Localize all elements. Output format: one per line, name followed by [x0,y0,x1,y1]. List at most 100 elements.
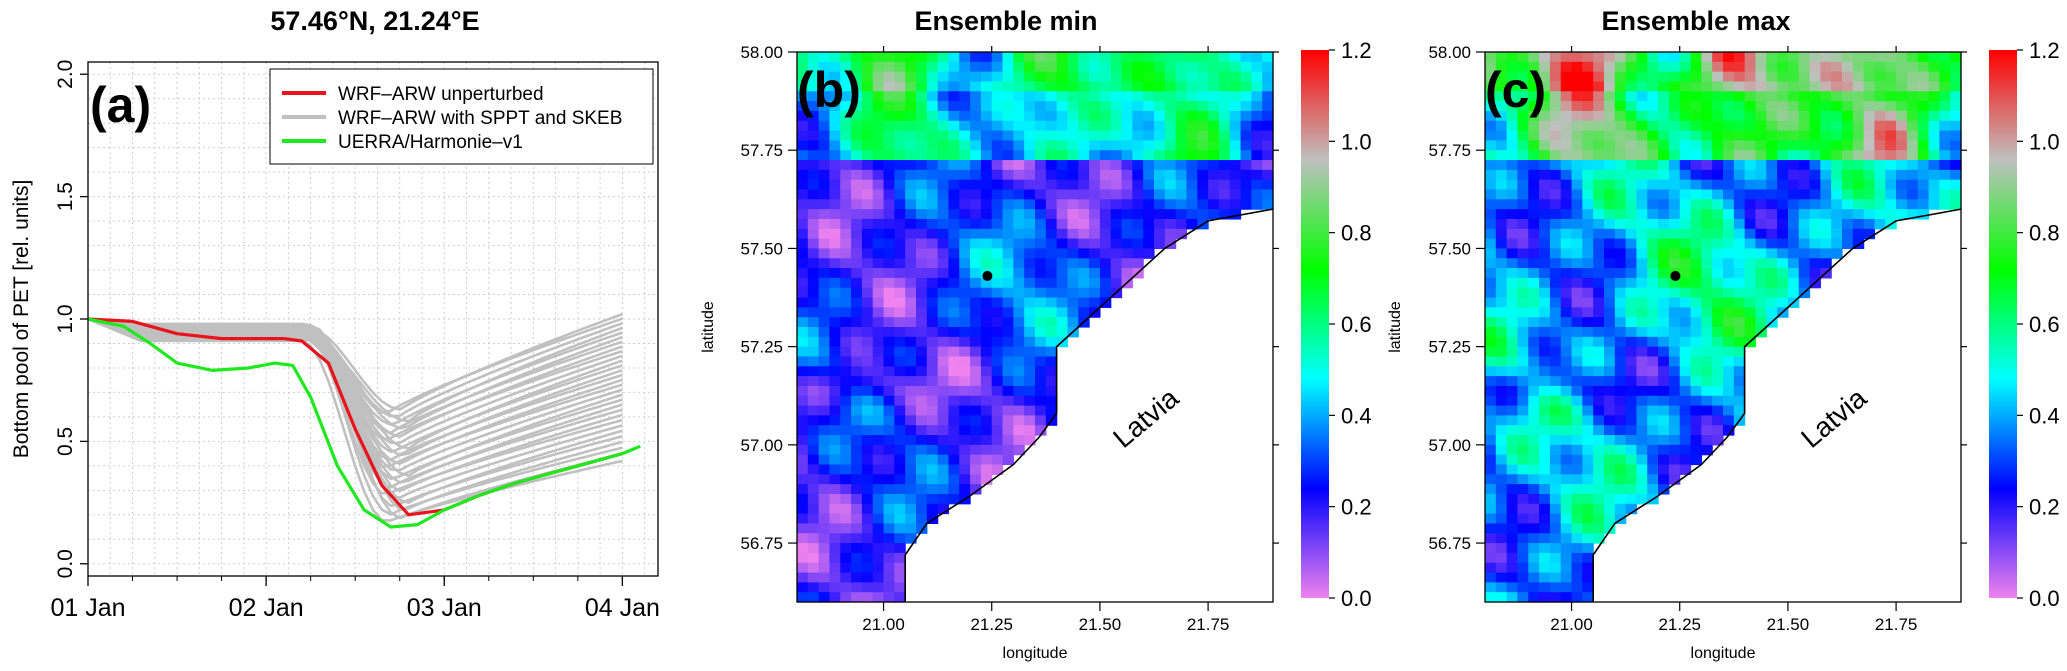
map-cell [1755,189,1767,200]
map-cell [1625,218,1638,230]
map-cell [980,110,993,122]
map-cell [980,287,993,299]
map-cell [970,91,982,102]
map-cell [1842,209,1854,220]
map-cell [1690,327,1702,338]
map-cell [1571,572,1583,583]
map-cell [1679,199,1692,210]
map-cell [991,130,1004,141]
map-cell [1885,71,1897,83]
map-cell [1208,71,1220,83]
map-cell [1604,317,1616,328]
map-cell [1110,209,1123,220]
map-cell [916,130,928,141]
map-cell [1035,415,1047,426]
map-cell [1229,189,1242,200]
map-cell [1571,346,1583,358]
map-cell [829,160,841,171]
map-cell [1164,110,1177,122]
map-cell [1002,435,1014,446]
map-cell [1571,268,1583,279]
map-cell [1679,415,1692,426]
map-cell [991,464,1004,475]
map-cell [1013,336,1025,348]
map-cell [905,317,917,328]
map-cell [1517,81,1529,92]
map-cell [959,140,971,151]
map-cell [807,395,820,407]
y-tick-label: 0.0 [54,549,77,578]
map-cell [1251,71,1263,83]
map-cell [905,140,917,151]
map-cell [1906,81,1919,92]
map-cell [818,552,831,564]
map-cell [1549,277,1562,289]
map-cell [1560,150,1573,161]
map-cell [959,474,971,485]
map-cell [1809,120,1821,132]
map-cell [840,385,852,397]
map-cell [1614,228,1627,240]
map-cell [1560,199,1573,210]
map-cell [1679,179,1692,191]
map-cell [1679,218,1692,230]
map-cell [872,366,885,377]
map-cell [948,277,960,289]
map-cell [1485,366,1497,377]
map-cell [840,61,852,73]
map-cell [1164,150,1177,161]
map-cell [1690,130,1702,141]
map-cell [1154,189,1166,200]
map-cell [1571,523,1583,534]
map-cell [1560,552,1573,564]
map-cell [1723,71,1735,83]
map-cell [797,484,809,495]
map-cell [1625,425,1638,436]
map-cell [1906,91,1919,102]
map-cell [807,317,820,328]
map-cell [1604,189,1616,200]
map-cell [1002,287,1014,299]
map-cell [959,189,971,200]
map-cell [980,130,993,141]
map-cell [1755,81,1767,92]
map-cell [1089,81,1101,92]
map-cell [1593,533,1605,544]
map-cell [1809,91,1821,102]
map-cell [1506,513,1519,525]
map-cell [1013,169,1025,181]
map-cell [1733,356,1746,367]
map-cell [894,61,906,73]
map-cell [1582,346,1594,358]
map-cell [1539,120,1551,132]
map-cell [1690,101,1702,112]
map-cell [1262,179,1274,191]
map-cell [1668,248,1681,259]
map-cell [1495,405,1508,416]
map-cell [948,228,960,240]
map-cell [807,268,820,279]
map-cell [937,425,950,436]
map-cell [1485,150,1497,161]
map-cell [980,169,993,181]
map-cell [1852,71,1865,83]
map-cell [1517,189,1529,200]
map-cell [829,218,841,230]
map-cell [894,572,906,583]
map-cell [1906,101,1919,112]
map-cell [1186,140,1198,151]
map-cell [926,199,939,210]
map-cell [1485,248,1497,259]
map-cell [1186,199,1198,210]
map-cell [1647,218,1659,230]
map-cell [1668,277,1681,289]
map-cell [894,562,906,574]
map-cell [1842,120,1854,132]
map-cell [905,238,917,250]
map-cell [1614,464,1627,475]
map-cell [1506,523,1519,534]
map-cell [1712,228,1724,240]
map-cell [1035,91,1047,102]
map-cell [1668,169,1681,181]
map-cell [1755,110,1767,122]
